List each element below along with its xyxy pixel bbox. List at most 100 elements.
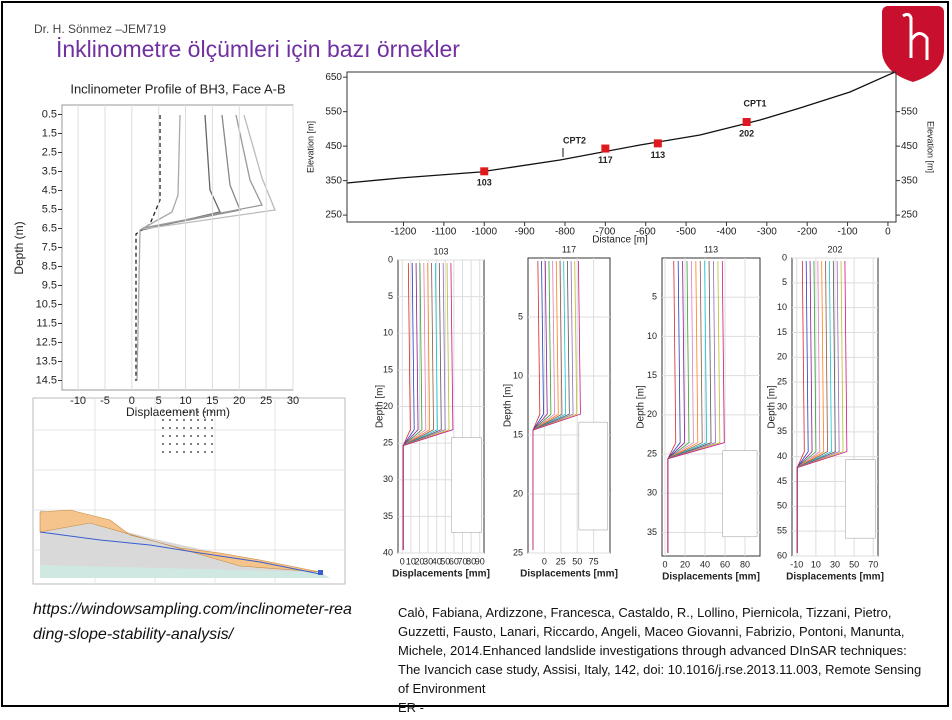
x-tick-label: 30: [830, 559, 840, 569]
y-tick-label: 450: [325, 141, 342, 152]
x-tick-label: 40: [700, 559, 710, 569]
x-tick-label: 70: [868, 559, 878, 569]
x-tick-label: 0: [662, 559, 667, 569]
dot: [183, 451, 185, 453]
y2-tick-label: 350: [901, 175, 918, 186]
displacement-curve: [533, 261, 540, 550]
y-tick-label: 4.5: [42, 184, 57, 196]
y-tick-label: 0: [782, 252, 787, 262]
dot: [204, 443, 206, 445]
author: Dr. H. Sönmez –JEM719: [34, 22, 166, 36]
dot: [176, 435, 178, 437]
dot: [190, 443, 192, 445]
y-tick-label: 9.5: [42, 279, 57, 291]
x-axis-label: Displacement (mm): [126, 405, 230, 419]
dot: [169, 443, 171, 445]
dot: [162, 451, 164, 453]
y-tick-label: 12.5: [36, 336, 57, 348]
dot: [162, 419, 164, 421]
dot: [204, 451, 206, 453]
plot-frame: [62, 105, 293, 390]
x-tick-label: -100: [838, 227, 858, 238]
x-tick-label: -10: [70, 395, 86, 407]
y-tick-label: 30: [647, 488, 657, 498]
dot: [197, 451, 199, 453]
slide: CPT2 CPT1 -10-50510152025300.51.52.53.54…: [0, 0, 952, 720]
dot: [176, 419, 178, 421]
legend-box: [723, 451, 757, 537]
displacement-curve: [668, 261, 685, 553]
y-tick-label: 350: [325, 175, 342, 186]
x-tick-label: 25: [260, 395, 272, 407]
dot: [211, 435, 213, 437]
x-axis-label: Distance [m]: [592, 235, 648, 246]
y-axis-label: Depth (m): [12, 221, 26, 274]
citation-end: ER -: [398, 700, 424, 715]
stability-figure: [33, 398, 345, 584]
dot: [211, 443, 213, 445]
y-tick-label: 6.5: [42, 222, 57, 234]
dot: [183, 435, 185, 437]
x-tick-label: -500: [676, 227, 696, 238]
panel-title: 113: [704, 244, 718, 254]
y-tick-label: 35: [383, 511, 393, 521]
annotation: CPT1: [743, 98, 766, 108]
y2-tick-label: 450: [901, 141, 918, 152]
x-tick-label: -1000: [471, 227, 497, 238]
y-tick-label: 250: [325, 210, 342, 221]
dot: [197, 427, 199, 429]
annotation: CPT2: [563, 135, 586, 145]
y-tick-label: 15: [383, 364, 393, 374]
dot: [204, 435, 206, 437]
citation-text: Calò, Fabiana, Ardizzone, Francesca, Cas…: [398, 605, 921, 696]
x-tick-label: 10: [811, 559, 821, 569]
x-tick-label: -5: [100, 395, 110, 407]
dot: [190, 435, 192, 437]
y-tick-label: 35: [647, 527, 657, 537]
displacement-curve: [668, 261, 694, 553]
y-tick-label: 8.5: [42, 260, 57, 272]
y-tick-label: 1.5: [42, 127, 57, 139]
y-tick-label: 60: [777, 550, 787, 560]
dot: [183, 427, 185, 429]
y-tick-label: 15: [777, 327, 787, 337]
dot: [197, 419, 199, 421]
y-tick-label: 0: [388, 254, 393, 264]
panel-title: 202: [827, 244, 842, 254]
station-label: 117: [598, 155, 613, 165]
x-tick-label: -10: [790, 559, 803, 569]
y-axis-label: Elevation [m]: [305, 121, 315, 173]
y-tick-label: 10: [777, 302, 787, 312]
y-tick-label: 20: [647, 409, 657, 419]
y-tick-label: 35: [777, 426, 787, 436]
x-tick-label: -800: [555, 227, 575, 238]
dot: [176, 427, 178, 429]
y-axis-label: Depth [m]: [503, 384, 514, 428]
legend-box: [579, 422, 608, 530]
profile-curves: [136, 115, 275, 381]
y2-axis-label: Elevation [m]: [926, 121, 936, 173]
x-tick-label: 60: [720, 559, 730, 569]
dot: [176, 451, 178, 453]
dot: [169, 427, 171, 429]
dot: [197, 435, 199, 437]
y-tick-label: 20: [513, 488, 523, 498]
y-tick-label: 5: [782, 277, 787, 287]
x-tick-label: 30: [287, 395, 299, 407]
y-tick-label: 40: [383, 547, 393, 557]
x-tick-label: -300: [757, 227, 777, 238]
x-tick-label: 50: [572, 556, 582, 566]
x-tick-label: 25: [556, 556, 566, 566]
y-tick-label: 40: [777, 451, 787, 461]
y-tick-label: 5.5: [42, 203, 57, 215]
x-axis-label: Displacements [mm]: [392, 569, 490, 580]
station-marker: [601, 145, 609, 153]
station-marker: [480, 167, 488, 175]
y-axis-label: Depth [m]: [375, 385, 386, 429]
y-tick-label: 0.5: [42, 108, 57, 120]
x-tick-label: 90: [475, 556, 485, 566]
dot: [183, 443, 185, 445]
x-tick-label: 0: [885, 227, 891, 238]
y-tick-label: 14.5: [36, 374, 57, 386]
dot: [162, 427, 164, 429]
